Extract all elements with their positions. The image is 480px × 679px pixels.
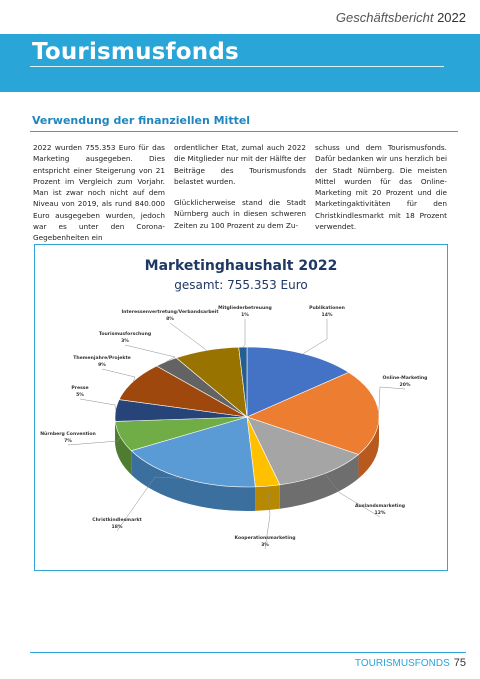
paragraph: schuss und dem Tourismusfonds. Dafür bed… — [315, 143, 447, 232]
text-column-3: schuss und dem Tourismusfonds. Dafür bed… — [315, 142, 447, 242]
slice-value-label: 14% — [322, 312, 333, 318]
slice-value-label: 9% — [98, 362, 106, 368]
title-banner: Tourismusfonds — [0, 34, 480, 92]
slice-value-label: 3% — [121, 338, 129, 344]
paragraph: Glücklicherweise stand die Stadt Nürnber… — [174, 198, 306, 230]
slice-label: Themenjahre/Projekte — [73, 355, 131, 361]
slice-value-label: 12% — [375, 510, 386, 516]
leader-line — [378, 386, 406, 413]
chart-frame: Marketinghaushalt 2022 gesamt: 755.353 E… — [34, 244, 448, 571]
slice-value-label: 5% — [76, 392, 84, 398]
chart-subtitle-value: 755.353 Euro — [227, 278, 308, 292]
leader-line — [242, 319, 246, 348]
slice-label: Online-Marketing — [383, 375, 428, 381]
leader-line — [101, 368, 136, 382]
slice-label: Kooperationsmarketing — [234, 535, 295, 541]
footer-divider — [30, 652, 466, 653]
pie-slice-side — [358, 417, 379, 479]
slice-value-label: 7% — [64, 438, 72, 444]
pie-slice — [246, 416, 360, 486]
leader-line — [264, 486, 271, 550]
footer: TOURISMUSFONDS 75 — [355, 657, 466, 669]
leader-line — [324, 473, 381, 518]
pie-slice-side — [279, 454, 359, 509]
text-column-1: 2022 wurden 755.353 Euro für das Marketi… — [33, 142, 165, 254]
slice-value-label: 3% — [261, 542, 269, 548]
leader-line — [303, 319, 328, 354]
pie-slice-side — [131, 450, 256, 511]
slice-value-label: 8% — [166, 316, 174, 322]
leader-line — [67, 436, 121, 446]
section-divider — [30, 131, 458, 132]
report-year: 2022 — [437, 10, 466, 25]
slice-label: Auslandsmarketing — [355, 503, 405, 509]
text-column-2: ordentlicher Etat, zumal auch 2022 die M… — [174, 142, 306, 241]
report-header: Geschäftsbericht 2022 — [336, 10, 466, 25]
leader-line — [124, 344, 176, 362]
slice-label: Christkindlesmarkt — [92, 517, 142, 523]
pie-slice — [246, 346, 350, 418]
pie-slice-side — [255, 484, 280, 511]
slice-label: Presse — [71, 385, 88, 391]
pie-top — [114, 346, 380, 488]
paragraph: ordentlicher Etat, zumal auch 2022 die M… — [174, 143, 306, 186]
slice-label: Publikationen — [309, 305, 345, 311]
footer-label: TOURISMUSFONDS — [354, 658, 450, 669]
leader-line — [169, 322, 207, 351]
page-number: 75 — [453, 657, 466, 669]
banner-divider — [30, 66, 444, 67]
leader-line — [79, 398, 116, 411]
slice-value-label: 1% — [241, 312, 249, 318]
slice-label: Nürnberg Convention — [40, 431, 96, 437]
leader-line — [116, 476, 184, 532]
page-title: Tourismusfonds — [32, 39, 239, 65]
report-name: Geschäftsbericht — [335, 10, 434, 25]
slice-label: Tourismusforschung — [99, 331, 151, 337]
paragraph: 2022 wurden 755.353 Euro für das Marketi… — [33, 143, 165, 243]
section-title: Verwendung der finanziellen Mittel — [32, 114, 251, 127]
slice-label: Interessenvertretung/Verbandsarbeit — [121, 309, 219, 315]
chart-subtitle: gesamt: 755.353 Euro — [35, 278, 447, 292]
chart-title: Marketinghaushalt 2022 — [144, 258, 338, 274]
slice-value-label: 20% — [400, 382, 411, 388]
slice-value-label: 18% — [112, 524, 123, 530]
slice-label: Mitgliederbetreuung — [218, 305, 272, 311]
chart-subtitle-prefix: gesamt: — [174, 278, 224, 292]
